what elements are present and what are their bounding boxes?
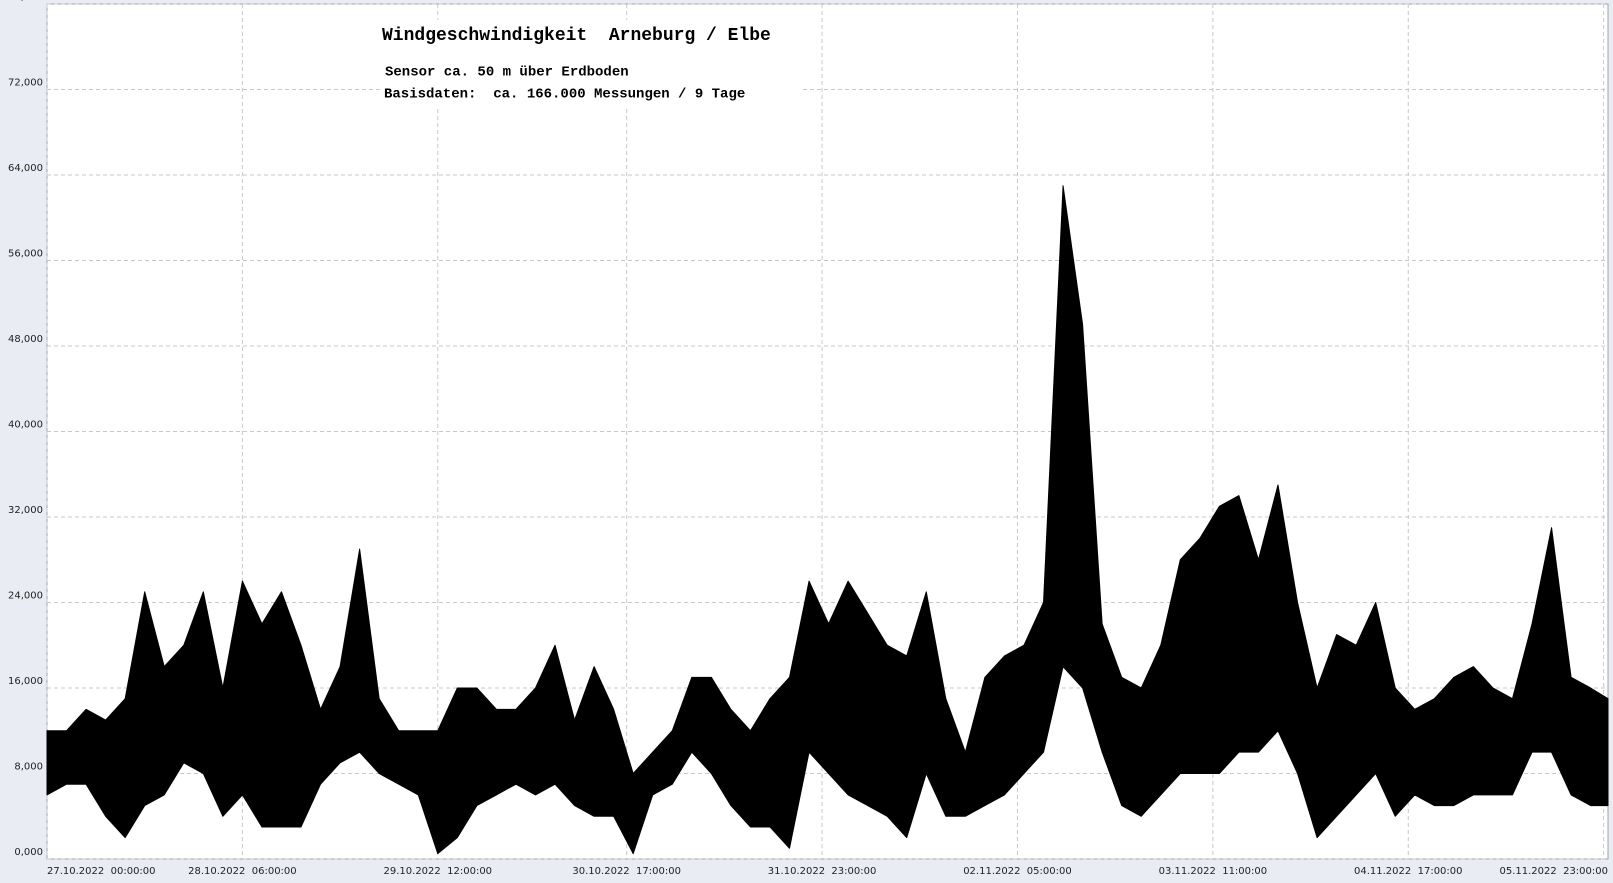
x-tick-label: 27.10.2022 00:00:00 <box>47 866 156 877</box>
title-box <box>380 20 800 106</box>
wind-speed-band <box>46 185 1609 855</box>
x-tick-label: 04.11.2022 17:00:00 <box>1354 866 1463 877</box>
marks <box>46 185 1609 855</box>
x-tick-label: 29.10.2022 12:00:00 <box>384 866 493 877</box>
y-tick-label: 40,000 <box>8 420 43 431</box>
y-tick-label: 32,000 <box>8 505 43 516</box>
y-tick-label: 48,000 <box>8 334 43 345</box>
y-tick-label: 64,000 <box>8 163 43 174</box>
chart-subtitle: Basisdaten: ca. 166.000 Messungen / 9 Ta… <box>384 87 745 103</box>
y-tick-label: 56,000 <box>8 249 43 260</box>
y-tick-label: 72,000 <box>8 78 43 89</box>
chart-subtitle: Sensor ca. 50 m über Erdboden <box>385 65 629 81</box>
chart-title: Windgeschwindigkeit Arneburg / Elbe <box>382 26 771 46</box>
y-tick-label: 80,000 <box>8 0 43 3</box>
x-tick-label: 02.11.2022 05:00:00 <box>963 866 1072 877</box>
x-tick-label: 03.11.2022 11:00:00 <box>1159 866 1268 877</box>
y-tick-label: 0,000 <box>14 847 43 858</box>
x-tick-label: 28.10.2022 06:00:00 <box>188 866 297 877</box>
x-tick-label: 31.10.2022 23:00:00 <box>768 866 877 877</box>
y-tick-label: 24,000 <box>8 591 43 602</box>
x-tick-label: 05.11.2022 23:00:00 <box>1499 866 1608 877</box>
y-tick-label: 16,000 <box>8 676 43 687</box>
x-tick-label: 30.10.2022 17:00:00 <box>572 866 681 877</box>
y-tick-label: 8,000 <box>14 762 43 773</box>
